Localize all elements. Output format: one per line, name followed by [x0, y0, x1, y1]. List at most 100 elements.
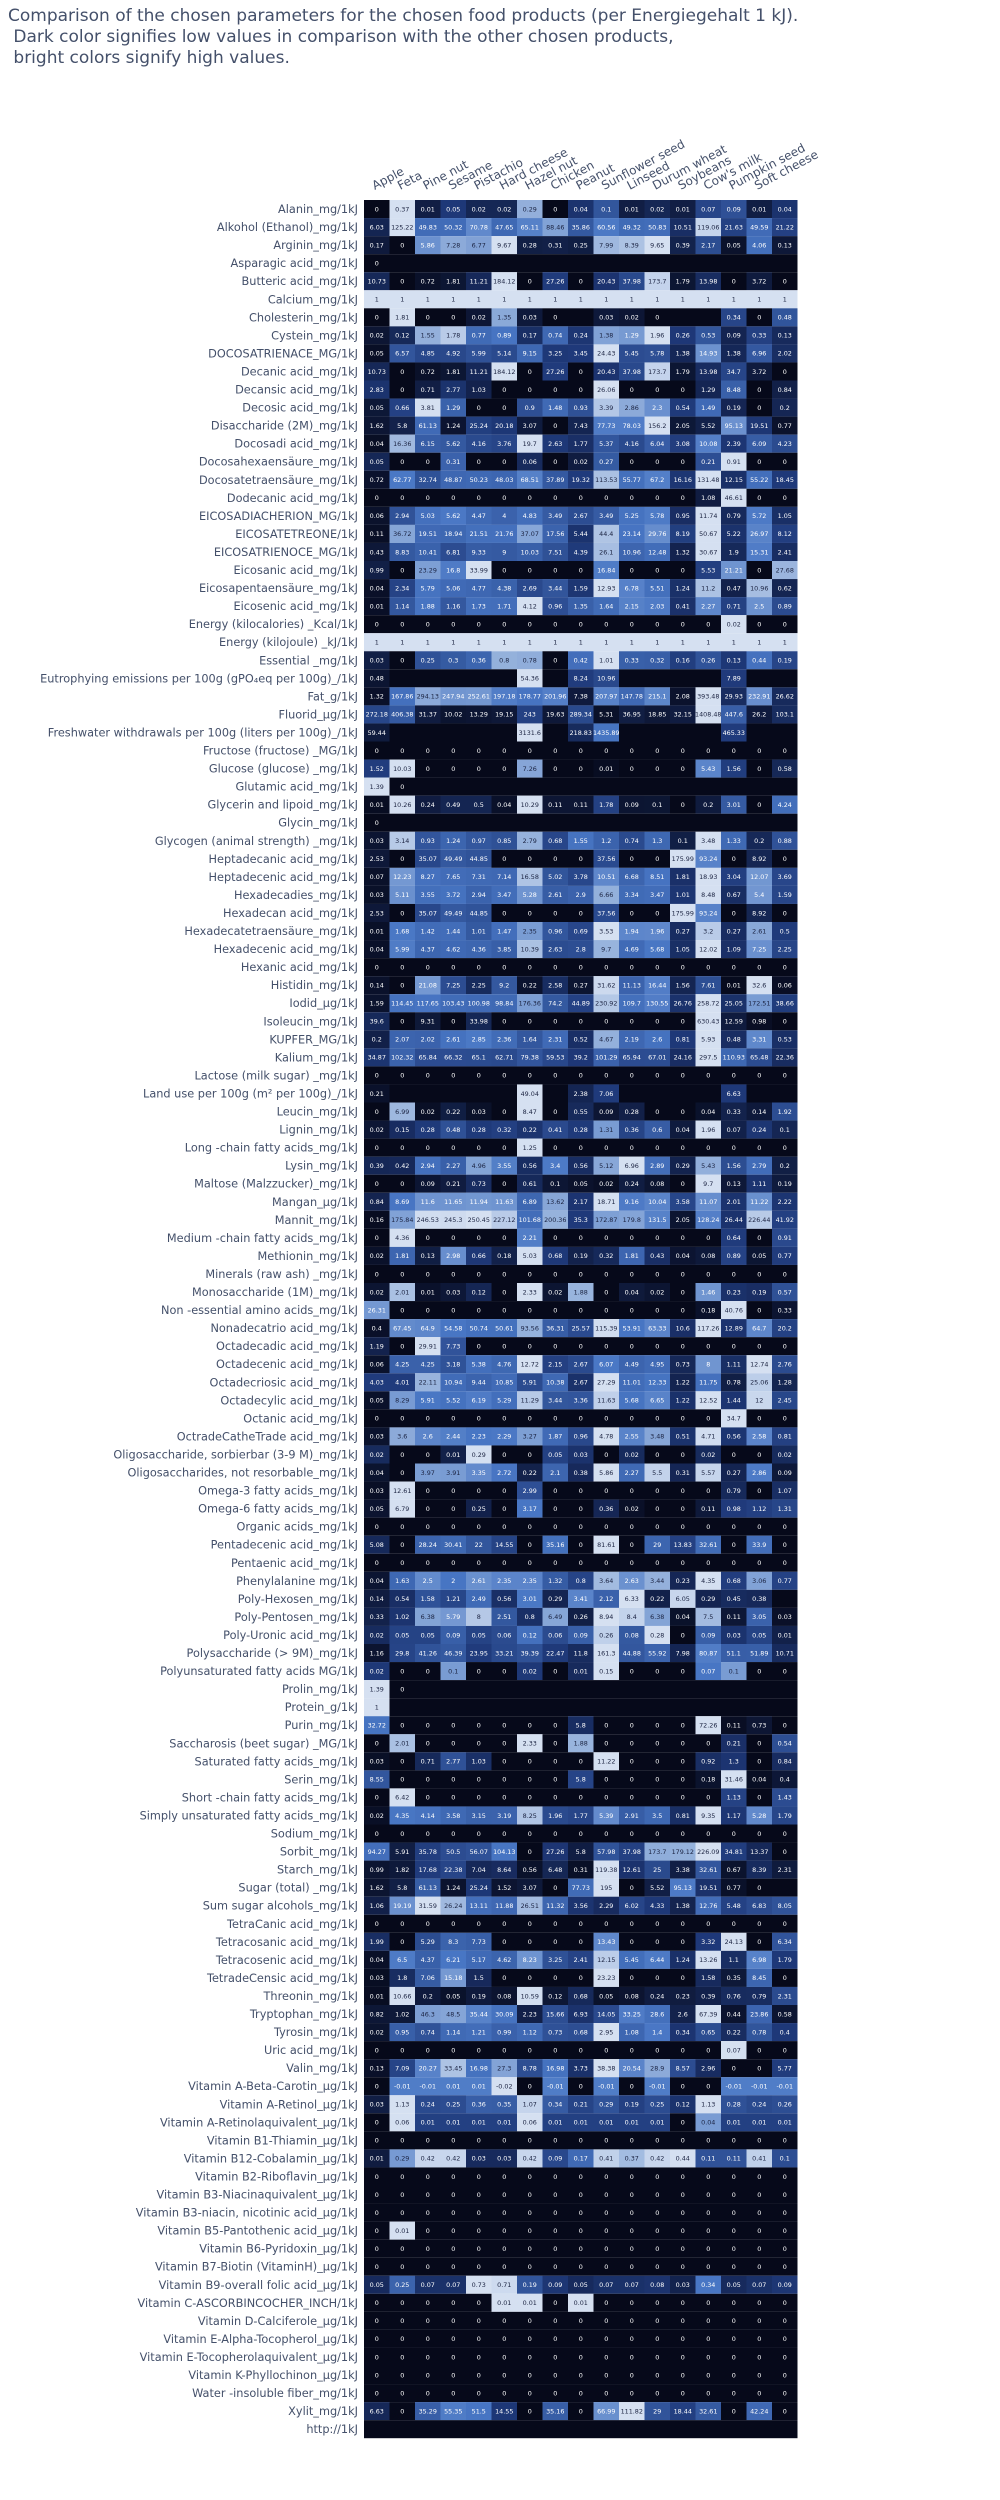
- cell-value: 289.34: [570, 711, 592, 719]
- heatmap-cell: [721, 1210, 747, 1229]
- cell-value: 5.91: [523, 1379, 537, 1387]
- cell-value: 0: [783, 620, 787, 628]
- cell-value: 0.51: [676, 1433, 690, 1441]
- cell-value: 9.35: [701, 1812, 715, 1820]
- cell-value: 0: [477, 2209, 481, 2217]
- heatmap-cell: [568, 867, 594, 886]
- cell-value: 3.55: [497, 1162, 511, 1170]
- cell-value: 2.12: [599, 1595, 613, 1603]
- cell-value: 131.48: [697, 476, 719, 484]
- cell-value: 0: [579, 1559, 583, 1567]
- cell-value: 0: [400, 855, 404, 863]
- heatmap-cell: [491, 723, 517, 742]
- heatmap-cell: [440, 705, 466, 724]
- cell-value: 0: [375, 1920, 379, 1928]
- heatmap-cell: [389, 1030, 415, 1049]
- cell-value: 0.21: [727, 1740, 741, 1748]
- cell-value: 0: [757, 458, 761, 466]
- heatmap-cell: [644, 705, 670, 724]
- heatmap-cell: [746, 633, 772, 652]
- cell-value: 7.43: [574, 422, 588, 430]
- heatmap-cell: [593, 488, 619, 507]
- cell-value: 0.27: [727, 1469, 741, 1477]
- heatmap-cell: [593, 1301, 619, 1320]
- cell-value: 0: [477, 620, 481, 628]
- heatmap-cell: [542, 362, 568, 381]
- cell-value: 0.42: [523, 2155, 537, 2163]
- cell-value: 0.1: [448, 1667, 458, 1675]
- cell-value: 5.39: [599, 1812, 613, 1820]
- heatmap-cell: [772, 1301, 798, 1320]
- cell-value: 32.61: [699, 1541, 717, 1549]
- heatmap-cell: [466, 470, 492, 489]
- cell-value: 207.97: [595, 693, 617, 701]
- chart-title: Comparison of the chosen parameters for …: [8, 6, 908, 69]
- heatmap-cell: [695, 1048, 721, 1067]
- cell-value: 0: [732, 2191, 736, 2199]
- heatmap-cell: [670, 1084, 696, 1103]
- cell-value: 0: [579, 1523, 583, 1531]
- cell-value: 30.41: [444, 1541, 462, 1549]
- cell-value: 0: [426, 1234, 430, 1242]
- cell-value: 0: [553, 1523, 557, 1531]
- cell-value: 0: [553, 2227, 557, 2235]
- cell-value: 2.77: [446, 386, 460, 394]
- cell-value: 12.52: [699, 1397, 717, 1405]
- cell-value: 0: [553, 1342, 557, 1350]
- cell-value: 0: [451, 1776, 455, 1784]
- heatmap-cell: [491, 922, 517, 941]
- cell-value: 7.73: [472, 1938, 486, 1946]
- cell-value: 11.13: [623, 981, 641, 989]
- heatmap-cell: [568, 669, 594, 688]
- cell-value: 0.09: [446, 1631, 460, 1639]
- cell-value: 0: [630, 1938, 634, 1946]
- cell-value: 50.61: [495, 1324, 513, 1332]
- cell-value: 39.6: [370, 1018, 384, 1026]
- cell-value: 12.23: [393, 873, 411, 881]
- cell-value: 0: [528, 368, 532, 376]
- cell-value: 0: [732, 1451, 736, 1459]
- cell-value: 4.95: [650, 1361, 664, 1369]
- cell-value: 20.43: [597, 368, 615, 376]
- cell-value: 5.45: [625, 1956, 639, 1964]
- cell-value: 0: [477, 1415, 481, 1423]
- heatmap-cell: [721, 398, 747, 417]
- cell-value: 0.01: [752, 2119, 766, 2127]
- heatmap-cell: [695, 651, 721, 670]
- cell-value: 2.01: [395, 1288, 409, 1296]
- cell-value: 1.38: [599, 332, 613, 340]
- cell-value: 0: [706, 1342, 710, 1350]
- heatmap-cell: [695, 597, 721, 616]
- heatmap-cell: [670, 1210, 696, 1229]
- heatmap-cell: [721, 1283, 747, 1302]
- heatmap-cell: [746, 958, 772, 977]
- heatmap-cell: [619, 1156, 645, 1175]
- heatmap-cell: [542, 1210, 568, 1229]
- cell-value: 0: [477, 2227, 481, 2235]
- heatmap-cell: [695, 470, 721, 489]
- cell-value: 0: [681, 1306, 685, 1314]
- cell-value: 0: [553, 1487, 557, 1495]
- heatmap-cell: [721, 831, 747, 850]
- cell-value: 50.67: [699, 530, 717, 538]
- cell-value: 0: [400, 2389, 404, 2397]
- cell-value: 34.7: [727, 1415, 741, 1423]
- heatmap-cell: [670, 741, 696, 760]
- cell-value: 0: [783, 1415, 787, 1423]
- heatmap-cell: [695, 218, 721, 237]
- heatmap-cell: [415, 1210, 441, 1229]
- cell-value: 0.54: [395, 1595, 409, 1603]
- cell-value: 27.26: [546, 1848, 564, 1856]
- cell-value: 5.99: [395, 945, 409, 953]
- cell-value: 3.73: [574, 2064, 588, 2072]
- cell-value: 0: [451, 1072, 455, 1080]
- cell-value: 5.62: [446, 512, 460, 520]
- cell-value: 22.11: [419, 1379, 437, 1387]
- heatmap-cell: [619, 940, 645, 959]
- heatmap-cell: [593, 597, 619, 616]
- heatmap-cell: [517, 940, 543, 959]
- heatmap-cell: [670, 976, 696, 995]
- heatmap-cell: [440, 2420, 466, 2439]
- cell-value: 0: [553, 2209, 557, 2217]
- cell-value: 0: [681, 458, 685, 466]
